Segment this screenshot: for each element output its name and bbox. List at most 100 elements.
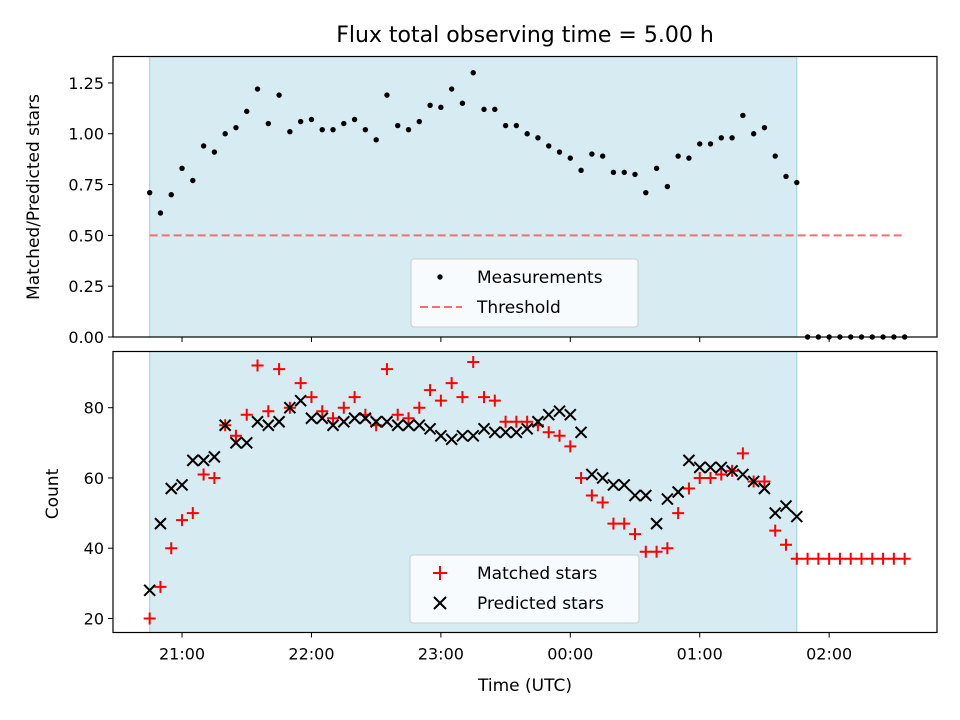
bottom-y-axis-label: Count: [43, 468, 63, 519]
predicted-star-point: [143, 584, 156, 597]
measurement-point: [330, 126, 336, 133]
measurement-point: [351, 116, 358, 123]
predicted-star-point: [542, 408, 555, 421]
predicted-star-point: [251, 415, 264, 428]
predicted-star-point: [628, 489, 642, 502]
matched-star-point: [197, 468, 210, 481]
matched-star-point: [887, 552, 900, 565]
matched-star-point: [186, 507, 199, 520]
matched-star-point: [661, 542, 674, 555]
matched-star-point: [499, 415, 512, 428]
matched-star-point: [262, 405, 275, 418]
predicted-star-point: [704, 461, 717, 474]
matched-star-point: [380, 363, 393, 376]
matched-star-point: [553, 429, 566, 442]
matched-star-point: [585, 489, 598, 502]
predicted-star-point: [294, 394, 307, 407]
predicted-star-point: [229, 436, 243, 450]
matched-star-point: [736, 447, 749, 460]
predicted-star-point: [510, 426, 523, 439]
bottom-axis-ticks: 20 40 60 80 21:00 22:00 23:00 00:00 01:00 02:00: [84, 399, 853, 664]
measurement-point: [707, 141, 714, 147]
x-tick-label: 22:00: [288, 645, 334, 664]
x-tick-label: 02:00: [806, 645, 852, 664]
top-y-axis-label: Matched/Predicted stars: [24, 94, 44, 300]
predicted-legend-label: Predicted stars: [477, 594, 604, 614]
measurement-point: [448, 86, 455, 92]
predicted-legend-marker: [433, 596, 447, 610]
matched-star-point: [769, 524, 782, 537]
matched-star-point: [898, 552, 911, 565]
predicted-star-point: [661, 492, 674, 506]
matched-star-point: [402, 412, 415, 425]
measurement-point: [233, 124, 239, 131]
predicted-star-point: [445, 433, 458, 446]
predicted-star-point: [337, 415, 351, 428]
threshold-legend-label: Threshold: [476, 298, 561, 318]
measurement-point: [686, 155, 692, 161]
measurement-point: [546, 143, 552, 149]
predicted-star-point: [747, 475, 760, 488]
matched-star-point: [456, 391, 469, 404]
predicted-star-point: [434, 429, 448, 443]
x-tick-label: 01:00: [677, 645, 723, 664]
matched-legend-label: Matched stars: [477, 564, 597, 584]
matched-star-point: [391, 408, 404, 421]
measurement-point: [502, 122, 509, 129]
predicted-star-point: [779, 499, 793, 513]
predicted-star-point: [769, 506, 782, 520]
predicted-star-point: [564, 408, 577, 421]
y-tick-label: 40: [84, 539, 104, 558]
measurement-point: [200, 143, 207, 149]
measurement-point: [297, 118, 304, 125]
y-tick-label: 1.00: [68, 125, 104, 144]
matched-star-point: [672, 507, 685, 520]
measurement-point: [524, 131, 530, 137]
matched-star-point: [596, 496, 609, 509]
measurement-point: [416, 118, 423, 125]
top-plot-layer: [146, 70, 908, 340]
matched-star-point: [208, 471, 221, 484]
matched-star-point: [790, 552, 803, 565]
measurement-point: [222, 131, 228, 137]
matched-star-point: [229, 429, 242, 442]
measurement-point: [405, 126, 412, 133]
predicted-star-point: [499, 426, 512, 439]
measurement-point: [729, 135, 735, 141]
measurement-point: [244, 108, 250, 115]
matched-star-point: [801, 552, 814, 565]
predicted-star-point: [456, 429, 469, 443]
matched-star-point: [715, 468, 728, 481]
matched-star-point: [348, 391, 361, 404]
predicted-star-point: [391, 419, 404, 432]
measurement-point: [276, 92, 282, 98]
measurement-point: [621, 169, 627, 176]
measurement-point: [556, 149, 563, 155]
y-tick-label: 0.50: [68, 226, 104, 245]
x-tick-label: 21:00: [159, 645, 205, 664]
predicted-star-point: [316, 412, 329, 425]
measurement-point: [794, 179, 800, 186]
predicted-star-point: [359, 412, 372, 425]
measurement-point: [265, 120, 272, 127]
predicted-star-point: [725, 464, 739, 478]
predicted-star-point: [305, 412, 318, 425]
predicted-star-point: [596, 471, 609, 485]
matched-star-point: [758, 475, 771, 488]
measurement-point: [481, 106, 487, 113]
matched-star-point: [154, 580, 167, 593]
predicted-star-point: [283, 401, 297, 414]
predicted-star-point: [790, 510, 803, 523]
measurements-legend-label: Measurements: [477, 268, 603, 288]
measurement-point: [470, 70, 476, 76]
matched-star-point: [542, 426, 555, 439]
measurement-point: [179, 165, 185, 171]
x-tick-label: 23:00: [418, 645, 464, 664]
matched-star-point: [833, 552, 846, 565]
matched-star-point: [316, 405, 329, 418]
predicted-star-point: [531, 415, 545, 428]
bottom-legend: Matched stars Predicted stars: [409, 554, 640, 624]
top-legend: Measurements Threshold: [410, 258, 639, 328]
predicted-star-point: [553, 405, 566, 418]
bottom-legend-box: [409, 554, 640, 624]
